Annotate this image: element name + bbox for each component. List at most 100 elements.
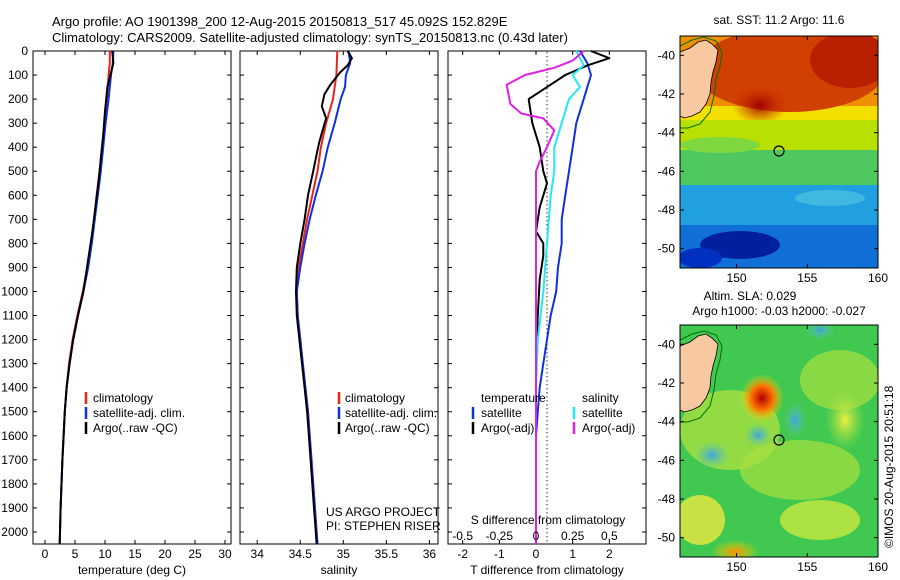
depth-tick-label: 1400 bbox=[1, 381, 28, 395]
legend-label-climatology: climatology bbox=[93, 391, 153, 405]
depth-tick-label: 1100 bbox=[2, 309, 28, 323]
sst-map-frame bbox=[679, 35, 879, 269]
shelf-contour bbox=[679, 330, 723, 423]
difference-depth-ticks bbox=[448, 50, 646, 533]
sla-map-title-line1: Altim. SLA: 0.029 bbox=[704, 289, 797, 303]
x-tick-label: 34 bbox=[251, 547, 265, 561]
lat-tick-label: -40 bbox=[658, 48, 676, 62]
x-tick-label: 15 bbox=[128, 547, 142, 561]
t-difference-axis-label: T difference from climatology bbox=[470, 563, 624, 577]
x-tick-label: 36 bbox=[423, 547, 437, 561]
x-tick-label: 10 bbox=[98, 547, 112, 561]
salinity-panel: 34 34.5 35 35.5 36 salinity climatology sate… bbox=[239, 50, 441, 577]
s-diff-tick-label: -0.25 bbox=[486, 529, 514, 543]
depth-tick-label: 900 bbox=[8, 260, 28, 274]
lat-tick-label: -42 bbox=[658, 87, 676, 101]
salinity-axes-frame bbox=[239, 50, 439, 545]
lon-tick-label: 155 bbox=[797, 560, 817, 574]
salinity-axis-ticks: 34 34.5 35 35.5 36 bbox=[251, 51, 437, 561]
difference-series bbox=[505, 50, 611, 544]
imos-timestamp: ©IMOS 20-Aug-2015 20:51:18 bbox=[882, 385, 896, 548]
legend-label-sal-satellite: satellite bbox=[582, 406, 623, 420]
sla-map-panel: Altim. SLA: 0.029 Argo h1000: -0.03 h200… bbox=[658, 289, 889, 574]
series-line-argo bbox=[527, 50, 611, 544]
depth-tick-label: 1200 bbox=[1, 333, 28, 347]
temperature-legend: climatology satellite-adj. clim. Argo(..… bbox=[84, 391, 185, 435]
sla-map-ticks: 150 155 160 -40 -42 -44 -46 -48 -50 bbox=[658, 325, 888, 574]
x-tick-label: 1 bbox=[569, 547, 576, 561]
float-position-marker bbox=[773, 145, 785, 157]
s-difference-ticks: -0.5 -0.25 0 0.25 0.5 bbox=[452, 529, 618, 543]
sst-map-panel: sat. SST: 11.2 Argo: 11.6 150 155 160 -40 -4… bbox=[658, 13, 889, 285]
temperature-axis-ticks: 0 5 10 15 20 25 30 bbox=[42, 51, 232, 561]
difference-legend: temperature salinity satellite Argo(-adj… bbox=[471, 391, 635, 435]
legend-group-salinity: salinity bbox=[582, 391, 619, 405]
depth-tick-label: 500 bbox=[8, 164, 28, 178]
x-tick-label: 35.5 bbox=[375, 547, 399, 561]
legend-group-temperature: temperature bbox=[481, 391, 546, 405]
series-line-satellite bbox=[535, 50, 592, 544]
series-line-argo bbox=[58, 50, 115, 545]
depth-tick-label: 200 bbox=[8, 92, 28, 106]
tasmania-land bbox=[679, 39, 719, 119]
depth-tick-label: 1300 bbox=[1, 357, 28, 371]
lat-tick-label: -50 bbox=[658, 531, 676, 545]
depth-tick-label: 800 bbox=[8, 236, 28, 250]
depth-tick-label: 700 bbox=[8, 212, 28, 226]
lat-tick-label: -48 bbox=[658, 492, 676, 506]
depth-tick-label: 1900 bbox=[1, 501, 28, 515]
difference-panel: -2 -1 0 1 2 T difference from climatology S … bbox=[447, 50, 647, 577]
shelf-contour bbox=[679, 36, 723, 129]
salinity-axis-label: salinity bbox=[321, 563, 358, 577]
sla-field bbox=[680, 325, 878, 557]
x-tick-label: -1 bbox=[494, 547, 505, 561]
temperature-axis-label: temperature (deg C) bbox=[78, 563, 186, 577]
depth-tick-label: 1500 bbox=[1, 405, 28, 419]
x-tick-label: 34.5 bbox=[289, 547, 313, 561]
lat-tick-label: -44 bbox=[658, 126, 676, 140]
lat-tick-label: -46 bbox=[658, 453, 676, 467]
s-difference-axis-label: S difference from climatology bbox=[471, 513, 626, 527]
lat-tick-label: -42 bbox=[658, 376, 676, 390]
lon-tick-label: 150 bbox=[727, 271, 747, 285]
legend-label-argo: Argo(..raw -QC) bbox=[345, 421, 430, 435]
depth-tick-label: 300 bbox=[8, 116, 28, 130]
sla-map-frame bbox=[679, 324, 879, 558]
lon-tick-label: 150 bbox=[727, 560, 747, 574]
salinity-legend: climatology satellite-adj. clim. Argo(..… bbox=[337, 391, 437, 435]
series-line-argo-salinity bbox=[505, 50, 585, 544]
legend-label-sal-argo: Argo(-adj) bbox=[582, 421, 635, 435]
x-tick-label: 35 bbox=[337, 547, 351, 561]
sst-field bbox=[680, 36, 878, 268]
series-line-satellite-salinity bbox=[535, 50, 585, 544]
x-tick-label: 5 bbox=[72, 547, 79, 561]
depth-tick-label: 1700 bbox=[1, 453, 28, 467]
sst-map-title: sat. SST: 11.2 Argo: 11.6 bbox=[714, 13, 845, 27]
x-tick-label: 0 bbox=[42, 547, 49, 561]
lat-tick-label: -50 bbox=[658, 242, 676, 256]
legend-label-satellite-adj: satellite-adj. clim. bbox=[345, 406, 437, 420]
temperature-panel: 0100200300400500600700800900100011001200… bbox=[1, 44, 232, 577]
lat-tick-label: -48 bbox=[658, 203, 676, 217]
float-position-marker bbox=[773, 434, 785, 446]
depth-tick-label: 1800 bbox=[1, 477, 28, 491]
project-annotation-line1: US ARGO PROJECT bbox=[326, 505, 441, 519]
s-diff-tick-label: -0.5 bbox=[452, 529, 473, 543]
x-tick-label: 2 bbox=[606, 547, 613, 561]
lat-tick-label: -40 bbox=[658, 337, 676, 351]
sla-map-title-line2: Argo h1000: -0.03 h2000: -0.027 bbox=[692, 304, 866, 318]
figure-title-line2: Climatology: CARS2009. Satellite-adjuste… bbox=[52, 30, 568, 45]
x-tick-label: -2 bbox=[457, 547, 468, 561]
lon-tick-label: 160 bbox=[868, 271, 888, 285]
x-tick-label: 20 bbox=[158, 547, 172, 561]
depth-axis-ticks: 0 100 200 300 400 500 600 700 800 900 1000 1100 1200… bbox=[1, 44, 231, 539]
depth-tick-label: 2000 bbox=[1, 525, 28, 539]
project-annotation-line2: PI: STEPHEN RISER bbox=[326, 519, 441, 533]
salinity-series bbox=[295, 50, 353, 545]
lon-tick-label: 155 bbox=[797, 271, 817, 285]
s-diff-tick-label: 0.25 bbox=[561, 529, 585, 543]
tasmania-land bbox=[679, 333, 719, 413]
s-diff-tick-label: 0.5 bbox=[601, 529, 618, 543]
depth-tick-label: 400 bbox=[8, 140, 28, 154]
